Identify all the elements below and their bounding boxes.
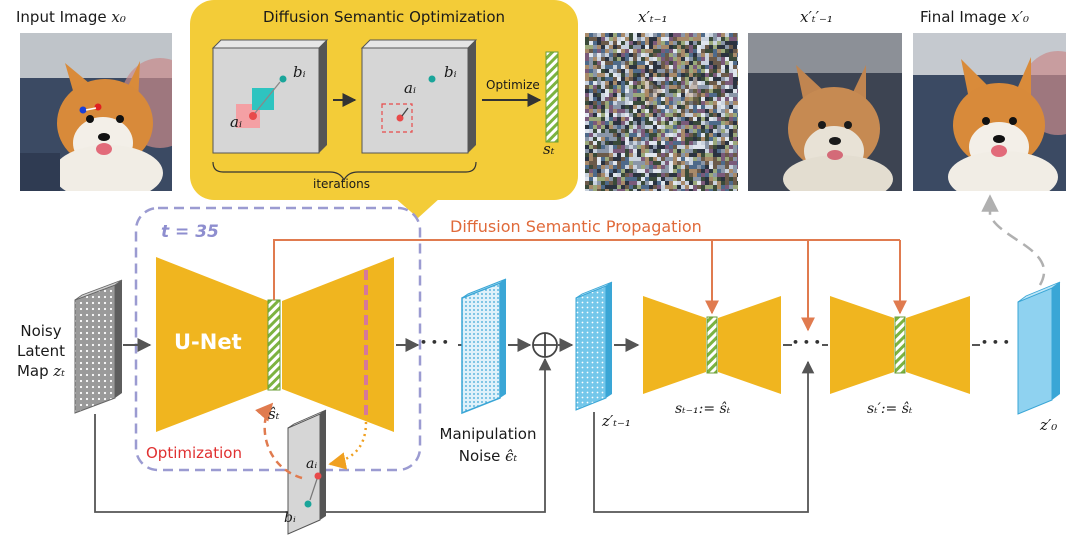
x-tprime-minus-1-image bbox=[748, 33, 902, 191]
ellipsis-3: • • • bbox=[981, 336, 1010, 349]
optimization-arc bbox=[255, 402, 303, 480]
manipulation-line2: Noise bbox=[458, 447, 501, 465]
point-b-2 bbox=[428, 75, 436, 83]
partially-denoised-image-illustration bbox=[748, 33, 902, 191]
noisy-latent-line2: Latent bbox=[16, 342, 66, 360]
noisy-latent-math: zₜ bbox=[53, 362, 66, 380]
semantic-bar-st bbox=[545, 51, 559, 143]
input-image-caption: Input Image x₀ bbox=[16, 8, 126, 26]
point-a bbox=[249, 112, 257, 120]
x-t-minus-1-caption: x′ₜ₋₁ bbox=[638, 8, 668, 26]
plane-a-label: aᵢ bbox=[306, 456, 318, 472]
propagation-label: Diffusion Semantic Propagation bbox=[450, 217, 702, 236]
final-corgi-illustration bbox=[913, 33, 1066, 191]
manipulation-math: ϵ̂ₜ bbox=[505, 447, 518, 465]
input-image-corgi-illustration bbox=[20, 33, 172, 191]
z-0-label: z′₀ bbox=[1040, 416, 1058, 434]
noisy-latent-label: Noisy Latent Map zₜ bbox=[12, 321, 70, 381]
skip-connection-2 bbox=[593, 360, 815, 513]
ellipsis-1: • • • bbox=[420, 336, 449, 349]
unet-step-tprime bbox=[830, 296, 970, 394]
decode-arrow bbox=[981, 194, 1046, 286]
x-t-minus-1-image bbox=[585, 33, 738, 191]
latent-z-0 bbox=[1017, 281, 1061, 415]
unet-label: U-Net bbox=[174, 330, 242, 354]
s-t-minus-1-assign: sₜ₋₁:= ŝₜ bbox=[675, 401, 731, 417]
final-image-caption-math: x′₀ bbox=[1011, 8, 1029, 26]
propagation-line bbox=[273, 239, 900, 300]
noisy-latent-map bbox=[74, 279, 123, 414]
plane-b-label: bᵢ bbox=[284, 510, 296, 526]
x-tprime-minus-1-caption: x′ₜ′₋₁ bbox=[800, 8, 833, 26]
feature-extraction-arrow bbox=[328, 421, 368, 470]
manipulation-line1: Manipulation bbox=[439, 425, 537, 443]
callout-a-label-2: aᵢ bbox=[404, 79, 416, 97]
ellipsis-2: • • • bbox=[792, 336, 821, 349]
input-image-caption-math: x₀ bbox=[111, 8, 126, 26]
noisy-latent-line1: Noisy bbox=[20, 322, 62, 340]
callout-title: Diffusion Semantic Optimization bbox=[262, 8, 506, 26]
input-image bbox=[20, 33, 172, 191]
input-image-caption-text: Input Image bbox=[16, 8, 107, 26]
timestep-box bbox=[134, 206, 422, 472]
callout-b-label: bᵢ bbox=[293, 63, 306, 81]
callout-a-label: aᵢ bbox=[230, 113, 242, 131]
latent-z-t-minus-1 bbox=[575, 281, 613, 411]
noisy-image-illustration bbox=[585, 33, 738, 191]
s-hat-label: ŝₜ bbox=[268, 405, 280, 423]
main-unet bbox=[156, 257, 394, 432]
unet-step-t-minus-1 bbox=[643, 296, 781, 394]
noise-pattern bbox=[585, 33, 738, 191]
point-b bbox=[279, 75, 287, 83]
target-patch bbox=[252, 88, 274, 110]
final-image bbox=[913, 33, 1066, 191]
unet-decoder bbox=[282, 257, 394, 432]
point-a-moved bbox=[396, 114, 404, 122]
manipulation-noise bbox=[461, 278, 507, 415]
timestep-label: t = 35 bbox=[161, 222, 219, 242]
callout-feature-map-2 bbox=[360, 39, 478, 154]
z-t-minus-1-label: z′ₜ₋₁ bbox=[602, 412, 631, 430]
callout-feature-map-1 bbox=[211, 39, 329, 154]
iterations-label: iterations bbox=[313, 177, 370, 191]
optimization-label: Optimization bbox=[146, 444, 242, 462]
sum-operator bbox=[532, 332, 558, 358]
callout-s-label: sₜ bbox=[543, 140, 555, 158]
final-image-caption-text: Final Image bbox=[920, 8, 1007, 26]
optimize-label: Optimize bbox=[486, 78, 540, 92]
moved-patch-outline bbox=[381, 103, 413, 133]
unet-bottleneck-feature bbox=[267, 299, 281, 391]
final-image-caption: Final Image x′₀ bbox=[920, 8, 1029, 26]
callout-b-label-2: bᵢ bbox=[444, 63, 457, 81]
manipulation-noise-label: Manipulation Noise ϵ̂ₜ bbox=[430, 423, 546, 467]
s-tprime-assign: sₜ′:= ŝₜ bbox=[867, 401, 913, 417]
callout-tail bbox=[395, 198, 440, 218]
optimization-feature-plane bbox=[287, 409, 327, 535]
unet-encoder bbox=[156, 257, 268, 432]
noisy-latent-line3: Map bbox=[16, 362, 49, 380]
iterations-brace bbox=[212, 161, 477, 182]
